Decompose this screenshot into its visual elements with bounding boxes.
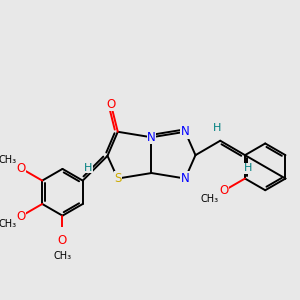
Text: O: O: [16, 162, 26, 175]
Text: CH₃: CH₃: [0, 155, 16, 165]
Text: H: H: [244, 163, 252, 173]
Text: N: N: [181, 125, 190, 138]
Text: O: O: [58, 234, 67, 247]
Text: CH₃: CH₃: [201, 194, 219, 204]
Text: N: N: [181, 172, 190, 185]
Text: O: O: [16, 210, 26, 223]
Text: H: H: [84, 163, 92, 172]
Text: O: O: [219, 184, 228, 197]
Text: CH₃: CH₃: [53, 251, 71, 261]
Text: S: S: [114, 172, 122, 185]
Text: CH₃: CH₃: [0, 219, 16, 229]
Text: H: H: [213, 123, 222, 133]
Text: O: O: [106, 98, 116, 111]
Text: N: N: [147, 131, 156, 144]
